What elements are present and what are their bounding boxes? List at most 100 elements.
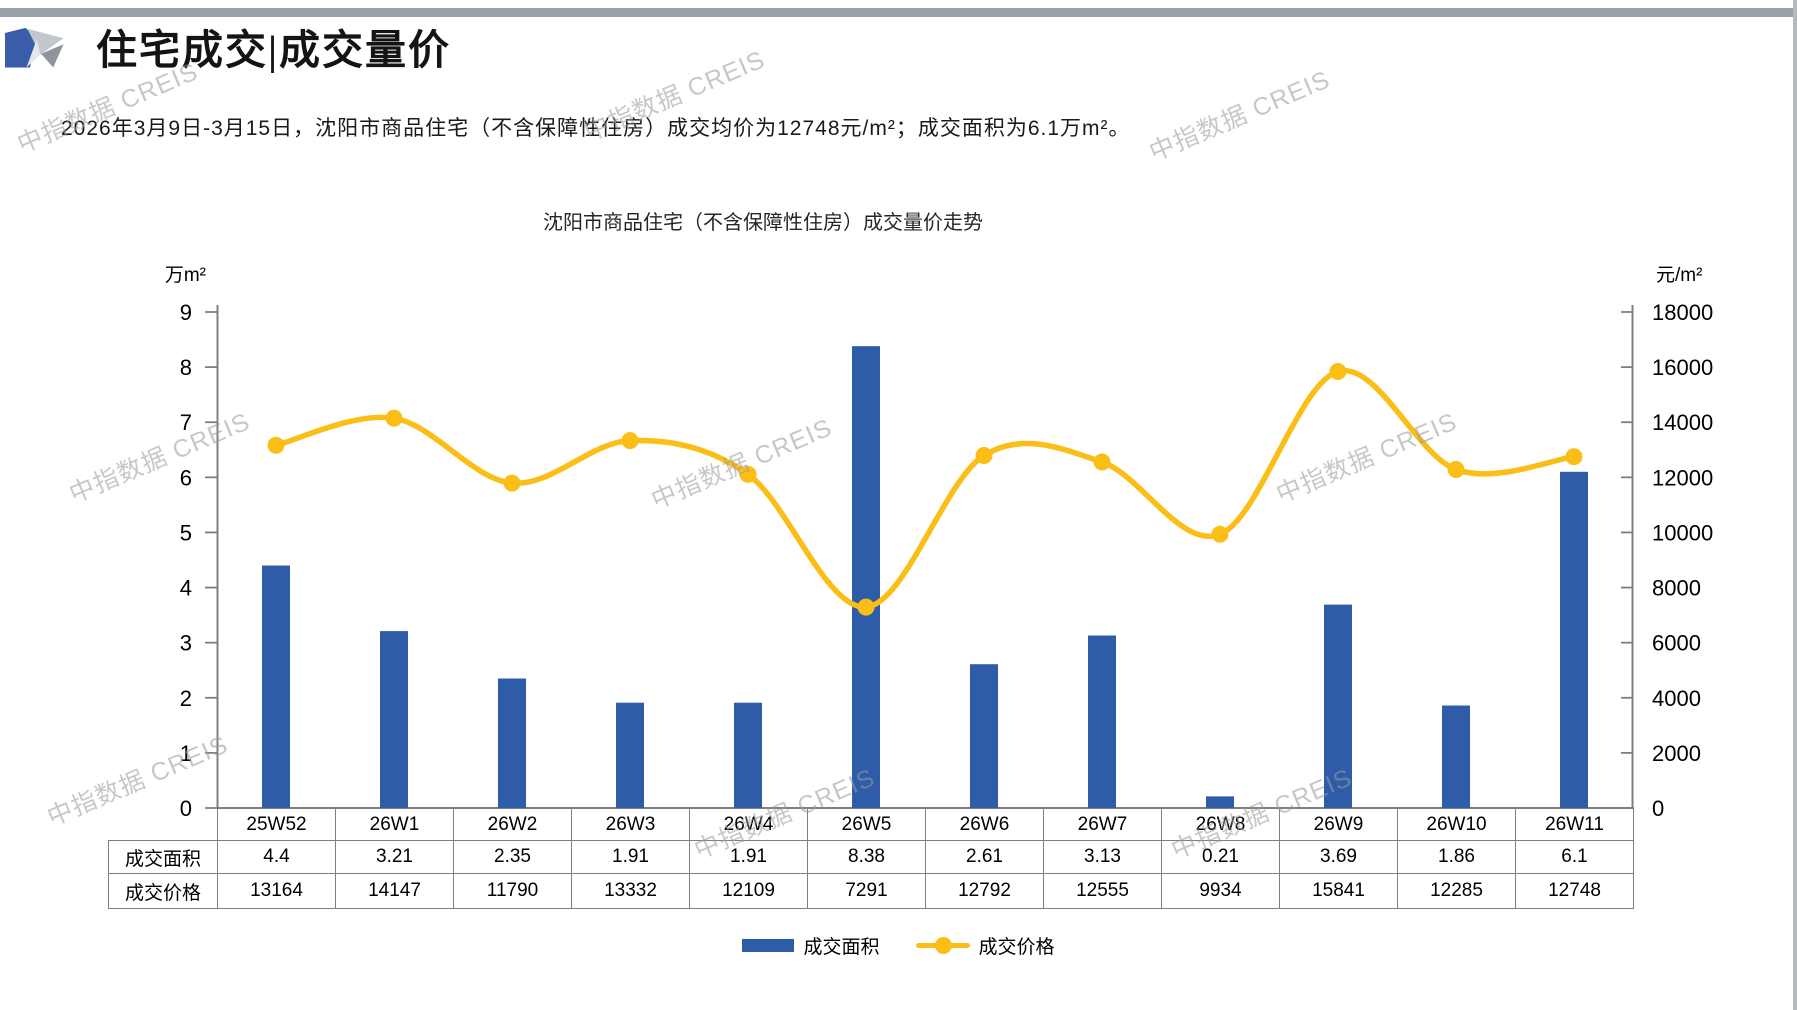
logo-blue-shape bbox=[4, 27, 37, 68]
table-value-cell: 12285 bbox=[1397, 873, 1516, 909]
table-value-cell: 7291 bbox=[807, 873, 926, 909]
table-value-cell: 11790 bbox=[453, 873, 572, 909]
price-marker bbox=[1329, 363, 1347, 380]
table-week-header-cell: 26W10 bbox=[1397, 808, 1516, 841]
left-axis-tick-label: 1 bbox=[180, 741, 192, 766]
area-bar bbox=[616, 702, 644, 808]
chart-legend: 成交面积 成交价格 bbox=[0, 932, 1797, 959]
price-marker bbox=[385, 409, 403, 427]
price-marker bbox=[1093, 453, 1111, 471]
price-marker bbox=[621, 432, 639, 450]
price-marker bbox=[857, 598, 875, 616]
table-value-cell: 9934 bbox=[1161, 873, 1280, 909]
area-bar bbox=[1206, 796, 1234, 808]
right-axis-tick-label: 12000 bbox=[1652, 465, 1713, 490]
table-value-cell: 3.21 bbox=[335, 840, 454, 874]
legend-item: 成交面积 bbox=[742, 932, 880, 959]
table-value-cell: 1.91 bbox=[689, 840, 808, 874]
right-axis-tick-label: 10000 bbox=[1652, 520, 1713, 545]
table-value-cell: 12109 bbox=[689, 873, 808, 909]
table-value-cell: 3.69 bbox=[1279, 840, 1398, 874]
legend-label: 成交价格 bbox=[978, 937, 1055, 958]
area-bar bbox=[380, 631, 408, 808]
table-row: 成交价格 13164 14147 11790 13332 12109 7291 12792 12… bbox=[108, 873, 1634, 909]
table-week-header-cell: 25W52 bbox=[217, 808, 336, 841]
page-subtitle: 2026年3月9日-3月15日，沈阳市商品住宅（不含保障性住房）成交均价为127… bbox=[61, 117, 1131, 140]
table-header-row: 25W52 26W1 26W2 26W3 26W4 26W5 26W6 26W7 26W8 26W… bbox=[109, 808, 1634, 841]
table-week-header-cell: 26W2 bbox=[453, 808, 572, 841]
table-week-header-cell: 26W5 bbox=[807, 808, 926, 841]
table-value-cell: 2.61 bbox=[925, 840, 1044, 874]
data-table: 25W52 26W1 26W2 26W3 26W4 26W5 26W6 26W7 26W8 26W… bbox=[108, 808, 1634, 909]
area-bar bbox=[1442, 705, 1470, 808]
window-top-border bbox=[0, 8, 1797, 17]
left-axis-unit-label: 万m² bbox=[164, 265, 206, 286]
table-week-header-cell: 26W1 bbox=[335, 808, 454, 841]
right-axis-tick-label: 18000 bbox=[1652, 300, 1713, 325]
left-axis-tick-label: 3 bbox=[180, 631, 192, 656]
table-value-cell: 3.13 bbox=[1043, 840, 1162, 874]
price-marker bbox=[503, 474, 521, 492]
table-week-header-cell: 26W8 bbox=[1161, 808, 1280, 841]
area-bar bbox=[852, 346, 880, 808]
table-week-header-cell: 26W3 bbox=[571, 808, 690, 841]
left-axis-tick-label: 8 bbox=[180, 355, 192, 380]
legend-label: 成交面积 bbox=[803, 937, 880, 958]
left-axis-tick-label: 9 bbox=[180, 300, 192, 325]
left-axis-tick-label: 0 bbox=[180, 796, 192, 821]
chart-title: 沈阳市商品住宅（不含保障性住房）成交量价走势 bbox=[543, 212, 983, 234]
table-value-cell: 1.91 bbox=[571, 840, 690, 874]
table-week-header-cell: 26W6 bbox=[925, 808, 1044, 841]
right-axis-tick-label: 8000 bbox=[1652, 576, 1701, 601]
left-axis-tick-label: 2 bbox=[180, 686, 192, 711]
table-value-cell: 4.4 bbox=[217, 840, 336, 874]
table-value-cell: 2.35 bbox=[453, 840, 572, 874]
legend-line-swatch bbox=[915, 937, 970, 954]
table-value-cell: 8.38 bbox=[807, 840, 926, 874]
area-bar bbox=[262, 565, 290, 808]
window-right-border bbox=[1793, 0, 1797, 1010]
right-axis-tick-label: 6000 bbox=[1652, 631, 1701, 656]
price-marker bbox=[1447, 461, 1465, 478]
area-bar bbox=[1324, 604, 1352, 808]
table-week-header-cell: 26W4 bbox=[689, 808, 808, 841]
area-bar bbox=[1088, 635, 1116, 808]
left-axis-tick-label: 5 bbox=[180, 520, 192, 545]
right-axis-tick-label: 14000 bbox=[1652, 410, 1713, 435]
left-axis-tick-label: 7 bbox=[180, 410, 192, 435]
table-value-cell: 12555 bbox=[1043, 873, 1162, 909]
table-value-cell: 12792 bbox=[925, 873, 1044, 909]
price-line bbox=[273, 367, 1577, 610]
table-value-cell: 14147 bbox=[335, 873, 454, 909]
table-value-cell: 15841 bbox=[1279, 873, 1398, 909]
right-axis-unit-label: 元/m² bbox=[1656, 265, 1703, 286]
table-value-cell: 1.86 bbox=[1397, 840, 1516, 874]
table-corner-blank-cell bbox=[109, 809, 218, 841]
logo-mid-gray-triangle bbox=[41, 44, 64, 68]
price-marker bbox=[739, 465, 757, 483]
area-bar bbox=[970, 664, 998, 808]
table-row-label-cell: 成交价格 bbox=[108, 873, 218, 909]
table-value-cell: 12748 bbox=[1515, 873, 1634, 909]
price-marker bbox=[1565, 448, 1583, 466]
table-week-header-cell: 26W7 bbox=[1043, 808, 1162, 841]
price-marker bbox=[267, 436, 285, 454]
table-value-cell: 13164 bbox=[217, 873, 336, 909]
legend-line-marker bbox=[934, 937, 952, 954]
table-value-cell: 0.21 bbox=[1161, 840, 1280, 874]
right-axis-tick-label: 0 bbox=[1652, 796, 1664, 821]
table-row: 成交面积 4.4 3.21 2.35 1.91 1.91 8.38 2.61 3.13 0.21 3… bbox=[108, 840, 1634, 874]
table-value-cell: 6.1 bbox=[1515, 840, 1634, 874]
price-marker bbox=[1211, 525, 1229, 543]
right-axis-tick-label: 4000 bbox=[1652, 686, 1701, 711]
legend-bar-swatch bbox=[742, 939, 795, 952]
right-axis-tick-label: 2000 bbox=[1652, 741, 1701, 766]
area-bar bbox=[1560, 471, 1588, 808]
area-bar bbox=[734, 702, 762, 808]
left-axis-tick-label: 6 bbox=[180, 465, 192, 490]
area-bar bbox=[498, 678, 526, 808]
logo-pale-gray-triangle bbox=[26, 39, 41, 68]
right-axis-tick-label: 16000 bbox=[1652, 355, 1713, 380]
